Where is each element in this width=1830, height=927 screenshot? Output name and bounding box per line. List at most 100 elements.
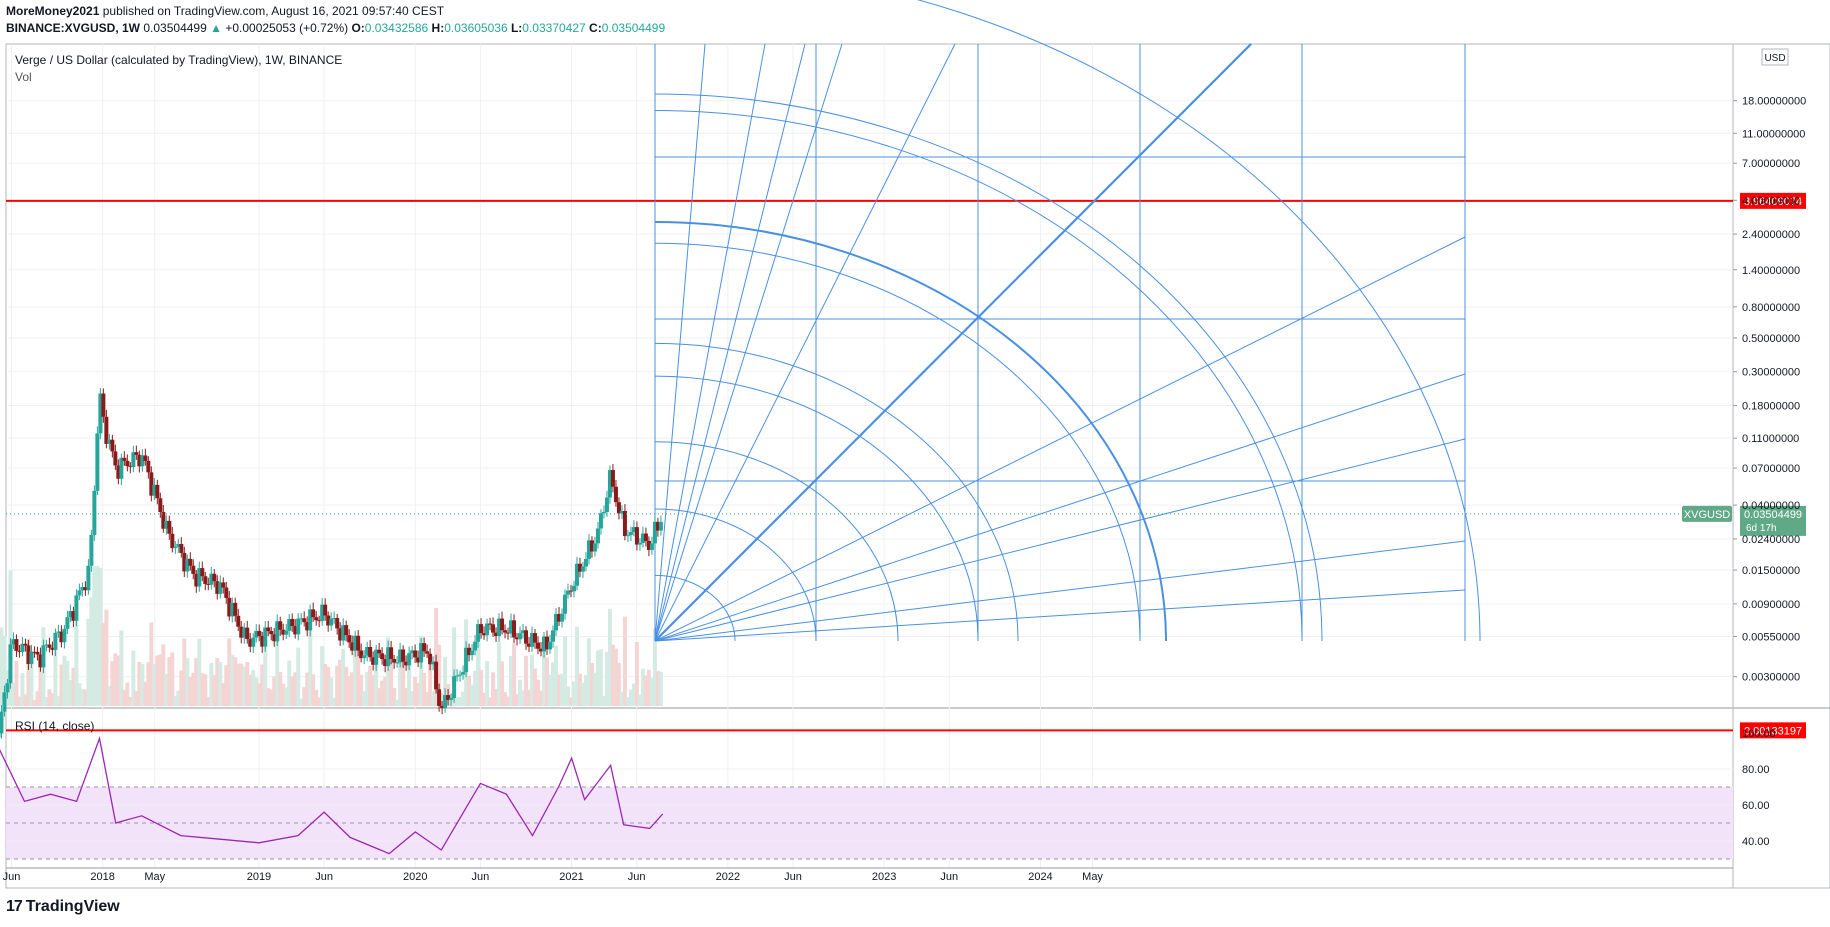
candle-body [11,639,16,645]
volume-bar [446,684,451,706]
volume-bar [652,628,657,706]
candle-body [592,543,597,552]
candle-body [542,636,547,652]
volume-bar [230,654,235,706]
candle-body [404,661,409,666]
candle-body [556,613,561,622]
volume-bar [146,662,151,706]
candle-body [239,626,244,638]
candle-body [410,650,415,654]
candle-body [155,484,160,499]
candle-body [260,635,265,647]
volume-bar [179,670,184,706]
candle-body [89,534,94,566]
tradingview-logo[interactable]: 17 TradingView [6,898,120,916]
candle-body [401,649,406,662]
volume-bar [491,672,496,706]
candle-body [464,647,469,673]
level-price-tag [1740,722,1806,739]
volume-bar [368,665,373,706]
ohlc-header: BINANCE:XVGUSD, 1W 0.03504499 ▲ +0.00025… [6,21,665,35]
price-tick-label: 0.80000000 [1742,302,1800,314]
candle-body [326,615,331,626]
volume-bar [269,689,274,706]
candle-body [149,472,154,496]
volume-bar [272,676,277,706]
candle-body [77,590,82,596]
gann-arc [654,342,1019,642]
volume-bar [503,692,508,706]
volume-bar [8,570,13,706]
currency-box [1761,48,1789,66]
volume-bar [131,650,136,706]
publish-header: MoreMoney2021 published on TradingView.c… [6,4,444,18]
volume-bar [53,643,58,706]
volume-bar [260,664,265,706]
price-tick-label: 4.00000000 [1742,195,1800,207]
candle-body [553,613,558,631]
volume-bar [550,662,555,706]
gann-arc [654,574,736,642]
volume-bar [68,679,73,706]
candle-body [23,643,28,646]
volume-bar [206,697,211,706]
volume-bar [521,690,526,706]
candle-body [619,510,624,514]
volume-bar [434,607,439,706]
volume-bar [92,566,97,706]
volume-bar [161,644,166,706]
candle-body [218,582,223,594]
candle-body [0,711,4,734]
candle-body [224,587,229,598]
candle-body [134,452,139,455]
candle-body [221,582,226,588]
volume-bar [422,672,427,706]
candle-body [655,521,660,531]
candle-body [646,540,651,550]
volume-bar [488,697,493,706]
candle-body [35,651,40,655]
candle-body [185,558,190,572]
author-name[interactable]: MoreMoney2021 [6,4,100,18]
volume-label: Vol [15,70,32,84]
gann-arc [654,508,817,642]
candle-body [65,617,70,629]
price-tick-label: 0.01500000 [1742,565,1800,577]
candle-body [482,633,487,636]
candle-body [598,513,603,529]
candle-body [194,573,199,587]
volume-bar [362,691,367,706]
volume-bar [616,662,621,706]
candle-body [628,532,633,536]
candle-body [365,646,370,656]
candle-body [191,565,196,574]
volume-bar [191,672,196,706]
volume-bar [293,672,298,706]
candle-body [242,627,247,638]
volume-bar [356,650,361,706]
volume-bar [65,660,70,706]
candle-body [287,618,292,631]
volume-bar [200,673,205,706]
volume-bar [74,615,79,706]
candle-body [113,451,118,466]
volume-bar [619,692,624,706]
candle-body [212,573,217,582]
volume-bar [428,664,433,706]
volume-bar [398,656,403,706]
volume-bar [598,649,603,706]
candle-body [2,692,7,712]
candle-body [323,604,328,616]
candle-body [568,590,573,592]
candle-body [179,544,184,553]
volume-bar [323,664,328,706]
price-tick-label: 0.00300000 [1742,672,1800,684]
candle-body [601,512,606,514]
candle-body [338,628,343,641]
time-tick-label: Jun [628,871,646,883]
rsi-tick-label: 60.00 [1742,800,1770,812]
price-tick-label: 0.07000000 [1742,463,1800,475]
volume-bar [580,682,585,706]
candle-body [643,533,648,541]
